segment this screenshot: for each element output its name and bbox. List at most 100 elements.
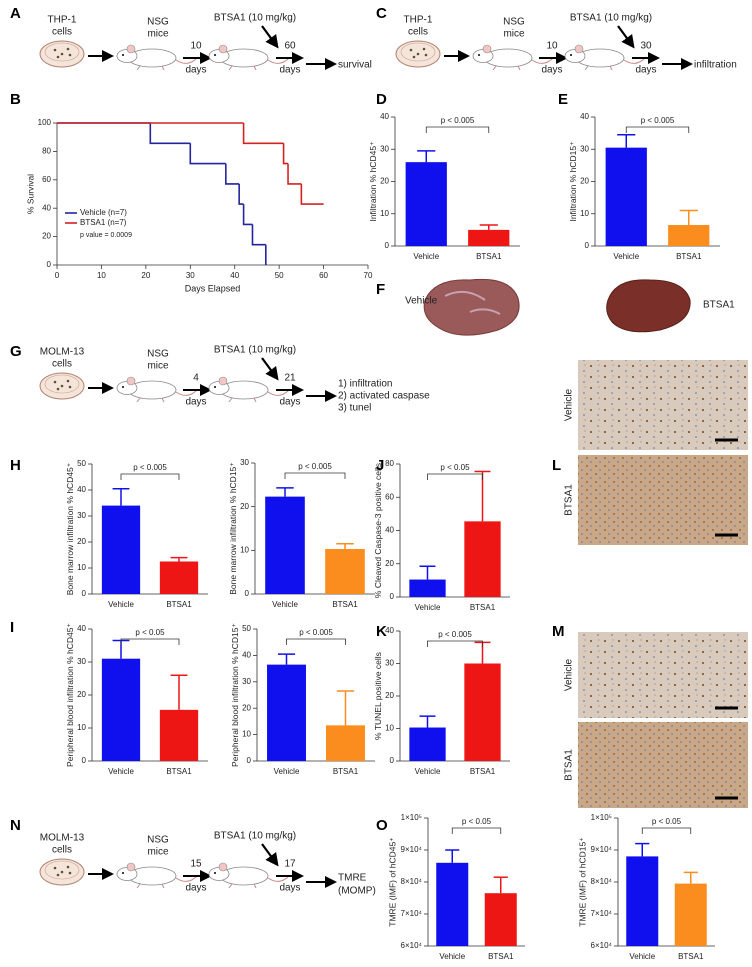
p-value: p < 0.05 [440, 463, 470, 472]
interval: days [541, 65, 562, 76]
x-tick-label: BTSA1 [488, 952, 514, 961]
p-value: p < 0.005 [441, 116, 475, 125]
image-label: BTSA1 [564, 484, 575, 516]
y-tick-label: 6×10⁴ [401, 941, 423, 950]
y-tick-label: 1×10⁵ [401, 813, 422, 822]
y-tick-label: 10 [385, 724, 394, 733]
x-tick-label: BTSA1 [470, 767, 496, 776]
y-tick-label: 40 [385, 526, 394, 535]
y-tick-label: 9×10⁴ [401, 845, 423, 854]
panel-label: N [10, 817, 21, 834]
significance-bracket [625, 126, 690, 133]
cells: cells [52, 845, 72, 856]
bar [265, 496, 305, 594]
cells: cells [52, 27, 72, 38]
interval: days [635, 65, 656, 76]
mice: mice [147, 847, 169, 858]
image-label: BTSA1 [564, 749, 575, 781]
y-tick-label: 50 [77, 459, 86, 468]
treatment: BTSA1 (10 mg/kg) [214, 345, 296, 356]
p-value: p < 0.005 [438, 630, 472, 639]
y-axis-label: Bone marrow infiltration % hCD45⁺ [65, 462, 75, 595]
panel-label: A [10, 5, 21, 22]
significance-bracket [641, 827, 692, 834]
mice: NSG [503, 17, 525, 28]
outcome: 3) tunel [338, 403, 371, 414]
y-axis-label: Peripheral blood infiltration % hCD45⁺ [65, 623, 75, 767]
outcome: 1) infiltration [338, 379, 392, 390]
y-tick-label: 60 [42, 175, 51, 184]
y-tick-label: 20 [77, 537, 86, 546]
panel-label: L [552, 457, 561, 474]
p-value: p < 0.005 [298, 462, 332, 471]
x-tick-label: BTSA1 [166, 600, 192, 609]
bar [267, 664, 306, 761]
bar [325, 549, 365, 594]
panel-label: O [376, 817, 388, 834]
x-tick-label: Vehicle [415, 603, 441, 612]
survival-step [242, 123, 284, 145]
y-tick-label: 50 [242, 624, 251, 633]
mice: NSG [147, 835, 169, 846]
x-tick-label: Vehicle [413, 252, 439, 261]
interval: days [279, 65, 300, 76]
significance-bracket [427, 640, 483, 647]
y-tick-label: 10 [77, 723, 86, 732]
histology: Vehicle BTSA1 Vehicle BTSA1 [564, 360, 748, 808]
p-value: p < 0.05 [652, 817, 682, 826]
y-tick-label: 0 [390, 592, 395, 601]
y-tick-label: 10 [77, 563, 86, 572]
bar [409, 727, 446, 761]
survival-step [287, 163, 302, 185]
schematic: THP-1 cells NSG mice BTSA1 (10 mg/kg) 10… [396, 13, 737, 76]
bar [101, 658, 141, 761]
y-tick-label: 30 [242, 677, 251, 686]
interval: 15 [190, 859, 202, 870]
schematic: MOLM-13 cells NSG mice BTSA1 (10 mg/kg) … [40, 345, 430, 414]
y-tick-label: 8×10⁴ [401, 877, 423, 886]
y-tick-label: 30 [240, 458, 249, 467]
y-axis-label: % Survival [25, 174, 35, 214]
cells: MOLM-13 [40, 347, 85, 358]
x-tick-label: BTSA1 [470, 603, 496, 612]
panel-label: G [10, 343, 22, 360]
interval: 21 [284, 373, 296, 384]
bar [464, 521, 501, 597]
outcome: TMRE [338, 873, 367, 884]
legend-label: BTSA1 (n=7) [80, 218, 127, 227]
x-tick-label: BTSA1 [166, 767, 192, 776]
y-tick-label: 40 [242, 651, 251, 660]
panel-label: H [10, 457, 21, 474]
survival-step [282, 143, 289, 165]
bar [159, 709, 199, 761]
y-tick-label: 80 [42, 147, 51, 156]
y-tick-label: 40 [580, 112, 589, 121]
y-tick-label: 60 [385, 492, 394, 501]
y-tick-label: 0 [82, 589, 87, 598]
y-tick-label: 30 [580, 144, 589, 153]
y-tick-label: 20 [385, 691, 394, 700]
interval: days [279, 883, 300, 894]
bar [405, 162, 447, 246]
bar [464, 663, 501, 761]
histology-image [578, 722, 748, 808]
survival-step [149, 123, 191, 145]
x-tick-label: Vehicle [272, 600, 298, 609]
x-tick-label: Vehicle [108, 600, 134, 609]
survival-step [251, 224, 266, 246]
outcome: survival [338, 60, 372, 71]
x-tick-label: BTSA1 [678, 952, 704, 961]
liver-photos: Vehicle BTSA1 [405, 278, 735, 336]
y-tick-label: 80 [385, 459, 394, 468]
p-value: p value = 0.0009 [80, 232, 132, 239]
x-tick-label: 20 [141, 271, 150, 280]
significance-bracket [120, 473, 180, 480]
y-tick-label: 0 [247, 756, 252, 765]
survival-step [238, 183, 244, 205]
panel-label: C [376, 5, 387, 22]
cells: MOLM-13 [40, 833, 85, 844]
y-tick-label: 0 [47, 260, 52, 269]
y-tick-label: 40 [385, 626, 394, 635]
cells: cells [408, 27, 428, 38]
image-label: Vehicle [564, 658, 575, 691]
